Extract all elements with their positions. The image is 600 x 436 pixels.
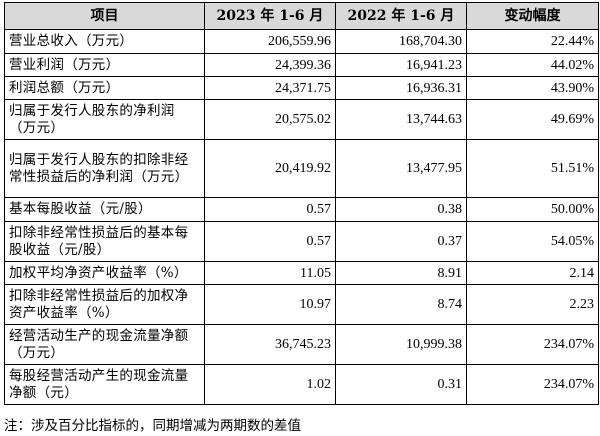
row-value-2022: 168,704.30 <box>335 29 467 54</box>
row-item: 每股经营活动产生的现金流量净额（元） <box>4 364 205 405</box>
header-2023: 2023 年 1-6 月 <box>204 2 336 30</box>
row-change: 54.05% <box>466 221 599 262</box>
row-change: 43.90% <box>466 76 599 100</box>
row-change: 44.02% <box>466 53 599 77</box>
table-row: 每股经营活动产生的现金流量净额（元） 1.02 0.31 234.07% <box>4 364 599 405</box>
row-change: 2.23 <box>466 284 599 325</box>
row-item: 加权平均净资产收益率（%） <box>4 261 205 285</box>
row-item: 扣除非经常性损益后的加权净资产收益率（%） <box>4 284 205 325</box>
row-value-2023: 10.97 <box>204 284 336 325</box>
row-value-2022: 0.37 <box>335 221 467 262</box>
row-value-2022: 16,941.23 <box>335 53 467 77</box>
row-item: 归属于发行人股东的净利润（万元） <box>4 99 205 140</box>
row-change: 51.51% <box>466 139 599 198</box>
row-item: 利润总额（万元） <box>4 76 205 100</box>
table-row: 扣除非经常性损益后的基本每股收益（元/股） 0.57 0.37 54.05% <box>4 221 599 262</box>
table-row: 营业利润（万元） 24,399.36 16,941.23 44.02% <box>4 53 599 77</box>
row-change: 22.44% <box>466 29 599 54</box>
row-item: 扣除非经常性损益后的基本每股收益（元/股） <box>4 221 205 262</box>
header-item: 项目 <box>4 2 205 30</box>
table-row: 归属于发行人股东的净利润（万元） 20,575.02 13,744.63 49.… <box>4 99 599 140</box>
row-value-2022: 13,477.95 <box>335 139 467 198</box>
row-item: 营业总收入（万元） <box>4 29 205 54</box>
row-value-2023: 24,399.36 <box>204 53 336 77</box>
row-value-2022: 0.31 <box>335 364 467 405</box>
row-value-2023: 0.57 <box>204 197 336 222</box>
row-item: 基本每股收益（元/股） <box>4 197 205 222</box>
table-row: 扣除非经常性损益后的加权净资产收益率（%） 10.97 8.74 2.23 <box>4 284 599 325</box>
table-row: 营业总收入（万元） 206,559.96 168,704.30 22.44% <box>4 29 599 54</box>
financial-table: 项目 2023 年 1-6 月 2022 年 1-6 月 变动幅度 营业总收入（… <box>4 2 599 405</box>
row-value-2023: 1.02 <box>204 364 336 405</box>
row-value-2022: 8.74 <box>335 284 467 325</box>
table-row: 加权平均净资产收益率（%） 11.05 8.91 2.14 <box>4 261 599 285</box>
header-row: 项目 2023 年 1-6 月 2022 年 1-6 月 变动幅度 <box>4 2 599 30</box>
table-row: 经营活动生产的现金流量净额（万元） 36,745.23 10,999.38 23… <box>4 324 599 365</box>
row-value-2022: 8.91 <box>335 261 467 285</box>
row-value-2022: 13,744.63 <box>335 99 467 140</box>
row-value-2023: 20,575.02 <box>204 99 336 140</box>
row-change: 234.07% <box>466 324 599 365</box>
row-value-2023: 24,371.75 <box>204 76 336 100</box>
row-value-2023: 11.05 <box>204 261 336 285</box>
table-row: 基本每股收益（元/股） 0.57 0.38 50.00% <box>4 197 599 222</box>
row-change: 2.14 <box>466 261 599 285</box>
table-footnote: 注：涉及百分比指标的，同期增减为两期数的差值 <box>4 418 301 434</box>
table-row: 归属于发行人股东的扣除非经常性损益后的净利润（万元） 20,419.92 13,… <box>4 139 599 198</box>
row-change: 50.00% <box>466 197 599 222</box>
row-value-2023: 36,745.23 <box>204 324 336 365</box>
table-row: 利润总额（万元） 24,371.75 16,936.31 43.90% <box>4 76 599 100</box>
row-change: 234.07% <box>466 364 599 405</box>
row-item: 归属于发行人股东的扣除非经常性损益后的净利润（万元） <box>4 139 205 198</box>
row-item: 经营活动生产的现金流量净额（万元） <box>4 324 205 365</box>
row-value-2023: 0.57 <box>204 221 336 262</box>
header-2022: 2022 年 1-6 月 <box>335 2 467 30</box>
row-value-2023: 20,419.92 <box>204 139 336 198</box>
row-item: 营业利润（万元） <box>4 53 205 77</box>
row-value-2023: 206,559.96 <box>204 29 336 54</box>
row-change: 49.69% <box>466 99 599 140</box>
row-value-2022: 0.38 <box>335 197 467 222</box>
row-value-2022: 16,936.31 <box>335 76 467 100</box>
row-value-2022: 10,999.38 <box>335 324 467 365</box>
header-change: 变动幅度 <box>466 2 599 30</box>
